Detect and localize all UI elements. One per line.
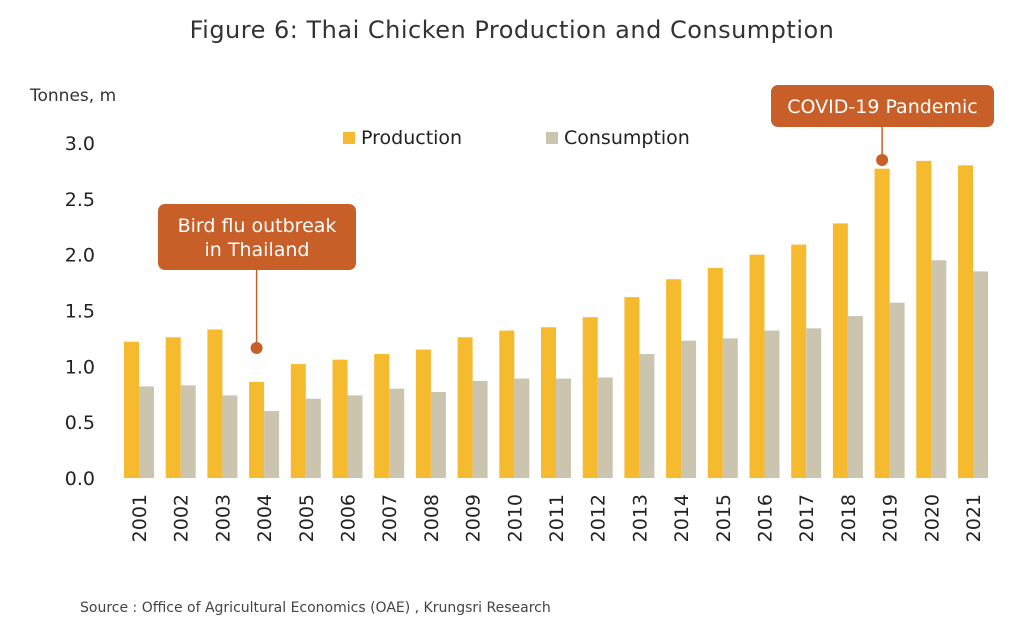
production-bar [916,160,932,478]
x-tick-label: 2005 [296,494,318,542]
x-tick-label: 2013 [629,494,651,542]
consumption-bar [806,328,822,478]
legend-label: Production [361,127,462,149]
production-bar [666,279,682,478]
consumption-bar [430,392,446,478]
production-bar [415,349,431,478]
production-bar [374,354,390,478]
x-tick-label: 2009 [463,494,485,542]
x-tick-label: 2001 [129,494,151,542]
production-bar [541,327,556,478]
consumption-bar [889,302,905,478]
consumption-bar [472,380,488,478]
production-bar [249,381,265,478]
consumption-bar [556,378,571,478]
production-bar [457,337,473,478]
y-tick-label: 1.5 [65,301,95,323]
chart-title: Figure 6: Thai Chicken Production and Co… [189,16,835,44]
x-tick-label: 2004 [254,494,276,542]
plot-area: 0.0 0.5 1.0 1.5 2.0 2.5 3.0 2001 2002 2003 2004 200… [65,85,994,542]
x-tick-label: 2007 [379,494,401,542]
x-tick-label: 2020 [921,494,943,542]
annotation-box [158,204,356,270]
consumption-bar [180,385,196,478]
production-bar [582,317,598,478]
y-tick-label: 1.0 [65,356,95,378]
consumption-bar [681,340,697,478]
production-bar [707,268,723,478]
production-bar [874,168,890,478]
consumption-bar [722,338,738,478]
production-bar [791,244,807,478]
production-bar [624,297,640,478]
annotation-dot [250,342,263,354]
consumption-bar [139,386,154,478]
y-axis-label: Tonnes, m [30,86,117,106]
source-note: Source : Office of Agricultural Economic… [80,600,551,616]
production-bar [499,330,515,478]
consumption-bar [264,411,280,478]
consumption-bar [973,271,988,478]
legend-swatch [343,132,355,144]
y-tick-label: 0.0 [65,468,95,490]
y-tick-label: 0.5 [65,412,95,434]
annotation-dot [876,154,889,166]
consumption-bar [639,354,655,478]
x-tick-label: 2019 [880,494,902,542]
consumption-bar [597,377,613,478]
production-bar [332,359,348,478]
production-bar [958,165,973,479]
consumption-bar [514,378,530,478]
annotation-text: in Thailand [205,239,310,261]
x-tick-label: 2012 [588,494,610,542]
annotation-text: Bird flu outbreak [178,215,337,237]
consumption-bar [347,395,363,478]
x-tick-label: 2018 [838,494,860,542]
x-tick-label: 2014 [671,494,693,542]
production-bar [124,341,139,478]
consumption-bar [305,398,321,478]
production-bar [290,364,306,478]
x-tick-label: 2011 [546,494,568,542]
consumption-bar [931,260,947,478]
x-tick-label: 2008 [421,494,443,542]
x-tick-label: 2015 [713,494,735,542]
legend-swatch [546,132,558,144]
x-tick-label: 2021 [963,494,985,542]
x-tick-label: 2016 [755,494,777,542]
production-bar [207,329,223,478]
y-tick-label: 2.0 [65,245,95,267]
consumption-bar [764,330,780,478]
y-tick-label: 3.0 [65,133,95,155]
consumption-bar [847,316,863,478]
production-bar [165,337,181,478]
production-bar [749,254,765,478]
y-tick-label: 2.5 [65,189,95,211]
x-tick-label: 2002 [171,494,193,542]
x-tick-label: 2017 [796,494,818,542]
consumption-bar [222,395,238,478]
x-tick-label: 2010 [504,494,526,542]
production-bar [832,223,848,478]
x-tick-label: 2003 [212,494,234,542]
consumption-bar [389,388,405,478]
legend-label: Consumption [564,127,690,149]
annotation-text: COVID-19 Pandemic [787,96,977,118]
x-tick-label: 2006 [338,494,360,542]
annotation-box [771,85,994,127]
